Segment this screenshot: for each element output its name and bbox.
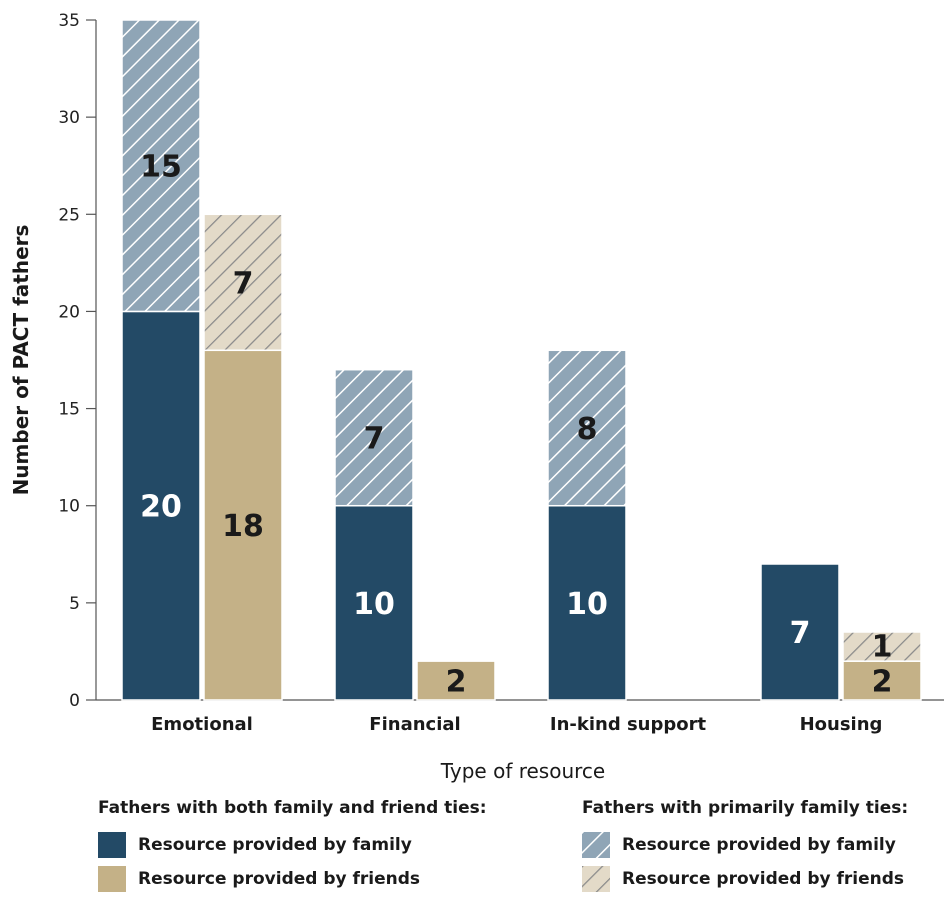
- bar-family-hatched-0: [121, 19, 201, 313]
- bar-friends-hatched-3: [842, 631, 922, 662]
- legend-label-both-friends: Resource provided by friends: [138, 869, 421, 889]
- legend-item-primary-friends: Resource provided by friends: [582, 862, 908, 896]
- bar-friends-hatched-0: [203, 213, 283, 352]
- legend-item-primary-family: Resource provided by family: [582, 828, 908, 862]
- legend-swatch-hatched-friends: [582, 866, 610, 892]
- y-tick-label: 25: [58, 205, 80, 225]
- legend-swatch-solid-friends: [98, 866, 126, 892]
- y-tick-label: 0: [69, 691, 80, 711]
- y-tick-label: 5: [69, 594, 80, 614]
- data-label-family-solid-0: 20: [140, 490, 182, 525]
- legend-label-primary-friends: Resource provided by friends: [622, 869, 905, 889]
- legend-group-both-ties: Fathers with both family and friend ties…: [98, 798, 487, 896]
- x-category-label: In-kind support: [550, 714, 707, 735]
- bar-family-solid-2: [547, 504, 627, 701]
- bar-family-hatched-1: [334, 368, 414, 507]
- y-tick-label: 10: [58, 497, 80, 517]
- x-axis-category-labels: Emotional Financial In-kind support Housing: [151, 714, 882, 735]
- bar-friends-solid-0: [203, 349, 283, 701]
- x-category-label: Financial: [369, 714, 460, 735]
- x-category-label: Emotional: [151, 714, 253, 735]
- data-label-friends-solid-3: 2: [872, 665, 893, 700]
- y-axis: 0 5 10 15 20 25 30 35: [58, 11, 944, 711]
- bar-family-hatched-2: [547, 349, 627, 507]
- legend-swatch-solid-family: [98, 832, 126, 858]
- data-label-friends-solid-0: 18: [222, 509, 264, 544]
- y-tick-label: 15: [58, 400, 80, 420]
- legend-label-primary-family: Resource provided by family: [622, 835, 896, 855]
- data-label-friends-solid-1: 2: [446, 665, 467, 700]
- bar-friends-solid-1: [416, 660, 496, 701]
- legend-title-primarily-family: Fathers with primarily family ties:: [582, 798, 909, 818]
- y-tick-label: 30: [58, 108, 80, 128]
- data-label-family-hatched-0: 15: [140, 150, 182, 185]
- data-label-family-hatched-2: 8: [577, 412, 598, 447]
- bar-family-solid-1: [334, 504, 414, 701]
- legend-title-both-ties: Fathers with both family and friend ties…: [98, 798, 487, 818]
- data-label-friends-hatched-3: 1: [872, 630, 893, 665]
- legend-label-both-family: Resource provided by family: [138, 835, 412, 855]
- data-label-family-solid-3: 7: [790, 616, 811, 651]
- data-label-friends-hatched-0: 7: [233, 266, 254, 301]
- legend-item-both-friends: Resource provided by friends: [98, 862, 487, 896]
- legend-item-both-family: Resource provided by family: [98, 828, 487, 862]
- bars: [121, 19, 922, 701]
- x-category-label: Housing: [800, 714, 883, 735]
- data-label-family-solid-2: 10: [566, 587, 608, 622]
- bar-friends-solid-3: [842, 660, 922, 701]
- y-axis-title: Number of PACT fathers: [9, 225, 33, 496]
- legend-swatch-hatched-family: [582, 832, 610, 858]
- data-label-family-solid-1: 10: [353, 587, 395, 622]
- y-tick-label: 20: [58, 302, 80, 322]
- y-tick-label: 35: [58, 11, 80, 31]
- data-label-family-hatched-1: 7: [364, 422, 385, 457]
- bar-family-solid-3: [760, 563, 840, 701]
- x-axis-title: Type of resource: [440, 759, 605, 783]
- legend-group-primarily-family: Fathers with primarily family ties: Reso…: [582, 798, 908, 896]
